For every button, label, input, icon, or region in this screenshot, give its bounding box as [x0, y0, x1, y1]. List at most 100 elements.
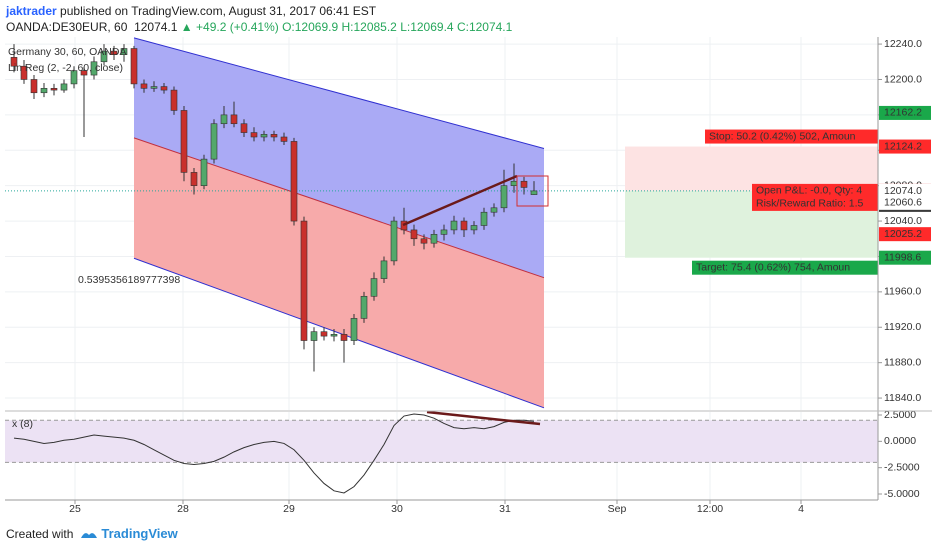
- axes: 11840.011880.011920.011960.012000.012040…: [5, 37, 932, 515]
- candle-body: [480, 211, 488, 226]
- change: ▲ +49.2 (+0.41%): [180, 20, 279, 34]
- candle-body: [270, 134, 278, 138]
- publish-text: published on TradingView.com, August 31,…: [60, 4, 377, 18]
- price-label-bg: [879, 195, 931, 210]
- price-label-bg: [879, 139, 931, 154]
- candle-body: [210, 123, 218, 160]
- x-tick-label: 12:00: [697, 503, 723, 515]
- candle-body: [40, 88, 48, 94]
- price-label: 12074.0: [884, 185, 922, 197]
- candle-body: [10, 57, 18, 67]
- candle-body: [440, 229, 448, 235]
- y-tick-label: -5.0000: [884, 488, 920, 500]
- x-tick-label: 30: [391, 503, 403, 515]
- candle-body: [170, 89, 178, 111]
- author: jaktrader: [6, 4, 57, 18]
- channel-upper: [133, 37, 545, 149]
- price-label-bg: [879, 250, 931, 265]
- candle-body: [240, 123, 248, 133]
- x-tick-label: 28: [177, 503, 189, 515]
- channel-upper-fill: [134, 37, 544, 278]
- stop-label-bg: [705, 129, 878, 144]
- candle-body: [50, 88, 58, 91]
- price-label-bg: [879, 105, 931, 120]
- candle-body: [60, 83, 68, 91]
- channel-lower: [133, 257, 545, 409]
- footer-text: Created with: [6, 527, 74, 541]
- candle-body: [450, 220, 458, 231]
- price-label: 12162.2: [884, 107, 922, 119]
- price-label-bg: [879, 183, 931, 198]
- candle-body: [460, 220, 468, 231]
- candle-body: [490, 207, 498, 213]
- ohlc: C:12074.1: [456, 20, 513, 34]
- candle-body: [330, 334, 338, 337]
- candle-body: [150, 86, 158, 89]
- x-tick-label: 29: [283, 503, 295, 515]
- oscillator-band: [5, 420, 878, 463]
- candle-body: [360, 295, 368, 319]
- price-panel: 0.5395356189777398 Germany 30, 60, OANDA L…: [5, 37, 878, 410]
- price-label: 11998.6: [884, 251, 921, 263]
- oscillator-name: x (8): [12, 418, 33, 430]
- candle-body: [120, 48, 128, 55]
- y-tick-label: 12200.0: [884, 73, 922, 85]
- oscillator-panel: x (8): [5, 410, 878, 500]
- channel-lower-fill: [134, 137, 544, 408]
- pnl-label: Open P&L: -0.0, Qty: 4: [756, 185, 862, 197]
- candle-body: [190, 172, 198, 186]
- x-tick-label: 31: [499, 503, 511, 515]
- candle-body: [380, 260, 388, 279]
- candle-body: [130, 48, 138, 85]
- candle-body: [300, 220, 308, 341]
- brand[interactable]: TradingView: [101, 526, 178, 541]
- candle-body: [310, 331, 318, 341]
- ohlc: O:12069.9: [282, 20, 339, 34]
- candle-body: [30, 79, 38, 94]
- trendline: [426, 410, 541, 426]
- x-tick-label: 4: [798, 503, 804, 515]
- candle-body: [160, 86, 168, 91]
- highlight-box: [516, 175, 549, 207]
- channel-label: 0.5395356189777398: [78, 274, 180, 286]
- y-tick-label: 11880.0: [884, 356, 921, 368]
- candle-body: [350, 318, 358, 341]
- candle-body: [20, 65, 28, 80]
- candle-body: [200, 158, 208, 186]
- ohlc: L:12069.4: [400, 20, 454, 34]
- candle-body: [520, 180, 528, 188]
- y-tick-label: 2.5000: [884, 409, 916, 421]
- stop-zone: [625, 146, 878, 191]
- candle-body: [390, 220, 398, 262]
- publish-line: jaktrader published on TradingView.com, …: [6, 3, 512, 19]
- rr-label: Risk/Reward Ratio: 1.5: [756, 198, 864, 210]
- legend: Lin Reg (2, -2, 60, close): [8, 62, 123, 74]
- y-tick-label: 11960.0: [884, 286, 921, 298]
- candle-body: [180, 110, 188, 173]
- y-tick-label: 12040.0: [884, 215, 922, 227]
- logo: [81, 532, 98, 538]
- rr-label-bg: [752, 196, 878, 211]
- candle-body: [260, 134, 268, 138]
- x-tick-label: 25: [69, 503, 81, 515]
- channel: [133, 37, 545, 409]
- candle-body: [510, 180, 518, 186]
- stop-label: Stop: 50.2 (0.42%) 502, Amoun: [709, 130, 856, 142]
- candle-body: [500, 185, 508, 209]
- ohlc: H:12085.2: [341, 20, 397, 34]
- candle-body: [80, 70, 88, 76]
- legend: Germany 30, 60, OANDA: [8, 46, 126, 58]
- trendline: [402, 174, 518, 227]
- y-tick-label: 12240.0: [884, 38, 922, 50]
- candle-body: [430, 234, 438, 244]
- y-tick-label: -2.5000: [884, 461, 920, 473]
- target-label-bg: [692, 260, 878, 275]
- last: 12074.1: [134, 20, 178, 34]
- candle-body: [290, 141, 298, 222]
- candle-body: [320, 331, 328, 337]
- price-label: 12124.2: [884, 140, 922, 152]
- price-label: 12025.2: [884, 228, 922, 240]
- candle-body: [470, 225, 478, 231]
- quote-line: OANDA:DE30EUR, 60 12074.1 ▲ +49.2 (+0.41…: [6, 19, 512, 35]
